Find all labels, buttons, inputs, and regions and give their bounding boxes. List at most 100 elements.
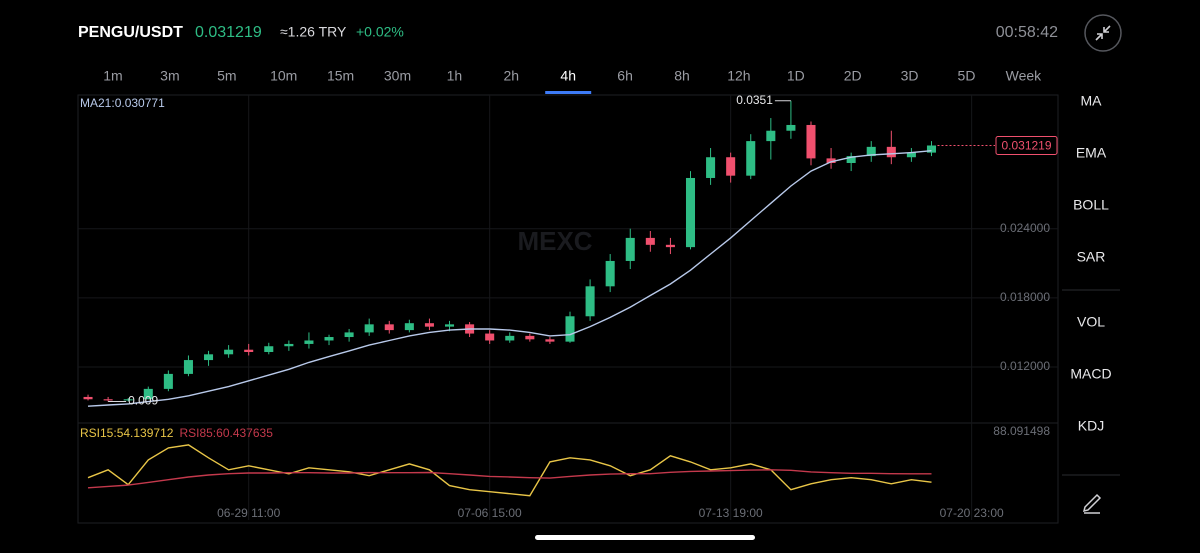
candle-body [886, 146, 896, 158]
timeframe-tab[interactable]: 8h [674, 68, 690, 84]
candle-body [625, 237, 635, 261]
rsi-legend: RSI15:54.139712 RSI85:60.437635 [80, 426, 273, 440]
candle-body [585, 286, 595, 317]
tab-underline [545, 91, 592, 94]
indicator[interactable]: BOLL [1073, 197, 1109, 213]
indicator-line [87, 150, 932, 407]
timeframe-tab[interactable]: Week [1006, 68, 1043, 84]
indicator[interactable]: MACD [1070, 366, 1111, 382]
button-ring [1084, 14, 1122, 52]
candle-body [826, 158, 836, 163]
candle-body [645, 237, 655, 245]
timeframe-tab[interactable]: 2D [844, 68, 862, 84]
timeframe-tab[interactable]: 3D [901, 68, 919, 84]
draw-tool[interactable] [1082, 493, 1102, 514]
indicator[interactable]: KDJ [1078, 418, 1104, 434]
approx-price: ≈1.26 TRY [280, 24, 347, 40]
candle-body [143, 388, 153, 400]
indicator-menu: MA EMA BOLL SAR VOL MACD KDJ [1070, 93, 1111, 434]
timeframe-tab[interactable]: 12h [727, 68, 750, 84]
ma-legend: MA21:0.030771 [80, 96, 165, 110]
timeframe-tab[interactable]: 1m [103, 68, 122, 84]
candle-body [244, 349, 254, 353]
candle-body [565, 316, 575, 342]
last-price-tag [995, 135, 1058, 155]
timeframe-tabs: 1m 3m 5m 10m 15m 30m 1h 2h 4h 6h 8h 12h 1D 2D 3D 5D Week [103, 68, 1042, 94]
timeframe-tab[interactable]: 15m [327, 68, 354, 84]
candle-body [846, 156, 856, 163]
x-tick-label: 07-13 19:00 [699, 506, 763, 520]
watermark: MEXC [517, 226, 592, 256]
price: 0.031219 [195, 24, 262, 41]
collapse-button[interactable] [1084, 14, 1122, 52]
collapse-icon [1095, 25, 1111, 41]
candle-body [264, 346, 274, 353]
candle-body [123, 399, 133, 401]
candle-body [766, 130, 776, 142]
candle-body [224, 349, 234, 355]
timeframe-tab[interactable]: 3m [160, 68, 179, 84]
candle-body [906, 152, 916, 158]
legend-value: 54.139712 [117, 426, 174, 440]
indicator[interactable]: MA [1081, 93, 1103, 109]
candle-body [665, 244, 675, 248]
x-tick-label: 07-06 15:00 [458, 506, 522, 520]
timeframe-tab[interactable]: 5D [958, 68, 976, 84]
chart-frame [77, 94, 1059, 524]
timeframe-tab[interactable]: 6h [617, 68, 633, 84]
change: +0.02% [356, 24, 404, 40]
x-tick-label: 07-20 23:00 [940, 506, 1004, 520]
candle-body [806, 124, 816, 159]
candle-body [505, 335, 515, 341]
legend-value: 0.030771 [115, 96, 165, 110]
candle-body [324, 337, 334, 341]
x-tick-label: 06-29 11:00 [217, 506, 280, 520]
indicator-line [87, 469, 932, 489]
candle-body [866, 146, 876, 157]
timeframe-tab[interactable]: 10m [270, 68, 297, 84]
home-indicator [535, 535, 755, 540]
chart: 06-29 11:00 07-06 15:00 07-13 19:00 07-20 2… [78, 93, 1058, 520]
max-label: 0.0351 [736, 93, 773, 107]
candle-body [485, 333, 495, 341]
timeframe-tab[interactable]: 1h [447, 68, 463, 84]
candle-body [786, 124, 796, 131]
y-tick-label: 0.024000 [1000, 221, 1050, 235]
y-tick-label: 0.012000 [1000, 359, 1050, 373]
indicator[interactable]: EMA [1076, 145, 1107, 161]
timeframe-tab[interactable]: 2h [504, 68, 520, 84]
candle-body [183, 360, 193, 374]
candle-body [926, 145, 937, 153]
candle-body [424, 323, 434, 327]
clock: 00:58:42 [996, 24, 1058, 41]
indicator-line [87, 444, 932, 497]
candle-body [284, 343, 294, 347]
indicator[interactable]: SAR [1077, 249, 1106, 265]
timeframe-tab[interactable]: 30m [384, 68, 411, 84]
candle-body [685, 177, 696, 248]
candle-body [545, 339, 555, 342]
min-label: 0.009 [128, 394, 158, 408]
y-tick-label: 0.018000 [1000, 290, 1050, 304]
symbol: PENGU/USDT [78, 24, 183, 41]
legend-value: 60.437635 [216, 426, 273, 440]
candle-body [726, 157, 736, 176]
timeframe-tab[interactable]: 4h [560, 68, 576, 84]
candle-body [525, 335, 535, 340]
candle-body [304, 340, 314, 344]
indicator[interactable]: VOL [1077, 314, 1105, 330]
candle-body [706, 157, 716, 178]
candle-body [204, 354, 214, 361]
candle-body [605, 260, 615, 287]
pen-icon [1082, 493, 1102, 514]
candle-body [404, 323, 414, 331]
timeframe-tab[interactable]: 5m [217, 68, 236, 84]
timeframe-tab[interactable]: 1D [787, 68, 805, 84]
legend-name: RSI85 [179, 426, 213, 440]
candle-body [83, 396, 93, 400]
candle-body [163, 373, 173, 389]
legend-name: MA21 [80, 96, 112, 110]
candle-body [444, 324, 455, 327]
last-price-label: 0.031219 [1001, 139, 1051, 153]
